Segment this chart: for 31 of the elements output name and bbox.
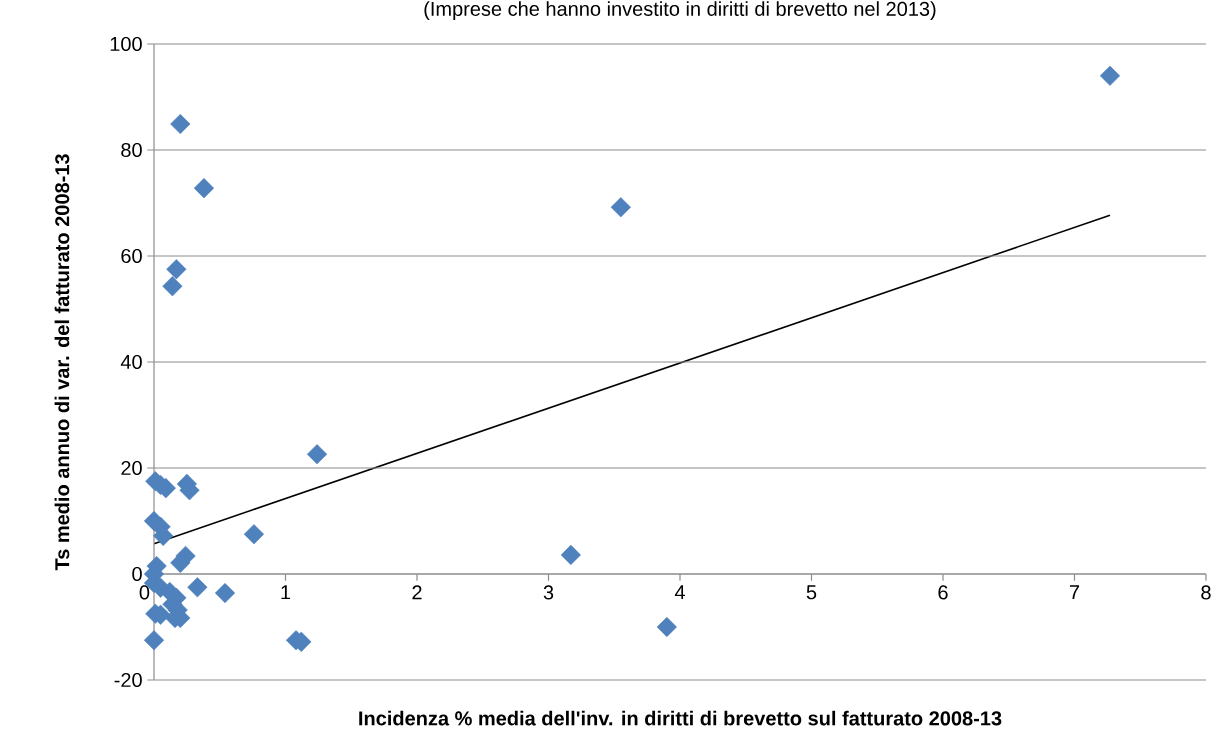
x-tick-label: 1 (281, 585, 291, 600)
point (243, 524, 265, 545)
point (560, 544, 581, 565)
point (306, 444, 328, 465)
point (166, 259, 187, 280)
x-tick-label: 3 (543, 585, 554, 600)
y-tick-label: 80 (121, 142, 142, 158)
y-tick-label: -20 (114, 672, 142, 688)
point (214, 582, 236, 604)
point (170, 113, 191, 135)
point (187, 577, 208, 598)
chart-subtitle: (Imprese che hanno investito in diritti di brevetto nel 2013) (424, 1, 936, 20)
y-tick-label: 100 (110, 36, 142, 52)
point (162, 276, 183, 297)
y-tick-label: 20 (121, 460, 142, 476)
x-tick-label: 2 (412, 585, 422, 600)
x-tick-label: 4 (674, 585, 685, 600)
point (610, 197, 631, 218)
point (1099, 65, 1121, 86)
x-tick-label: 6 (938, 585, 948, 600)
point (656, 616, 677, 638)
x-axis-title: Incidenza % media dell'inv. in diritti di brevetto sul fatturato 2008-13 (359, 710, 1002, 726)
point (193, 178, 215, 199)
y-tick-label: 40 (120, 354, 142, 370)
x-tick-label: 8 (1201, 585, 1211, 600)
y-tick-label: 0 (132, 566, 142, 582)
x-tick-label: 7 (1069, 585, 1080, 600)
y-axis-title: Ts medio annuo di var. del fatturato 2008-13 (54, 154, 70, 571)
x-tick-label: 5 (806, 585, 817, 600)
y-tick-label: 60 (121, 248, 142, 264)
point (143, 630, 165, 651)
